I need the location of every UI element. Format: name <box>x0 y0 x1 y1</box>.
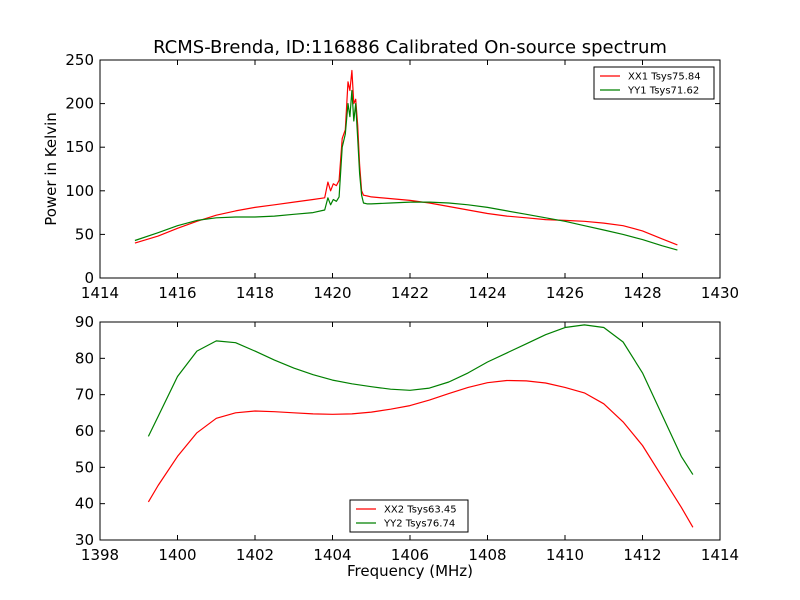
x-tick-label: 1426 <box>546 284 584 302</box>
legend-label-1: XX2 Tsys63.45 <box>384 505 457 516</box>
x-tick-label: 1400 <box>158 546 196 564</box>
series-line-2 <box>147 324 694 475</box>
x-tick-label: 1430 <box>701 284 739 302</box>
legend-label-2: YY1 Tsys71.62 <box>627 86 699 97</box>
legend-box <box>593 66 715 100</box>
y-tick-label: 250 <box>65 51 94 69</box>
series-line-1 <box>134 69 678 246</box>
y-tick-label: 90 <box>75 313 94 331</box>
x-tick-label: 1412 <box>623 546 661 564</box>
y-tick-label: 50 <box>75 225 94 243</box>
series-line-1 <box>147 379 694 528</box>
y-tick-label: 30 <box>75 531 94 549</box>
x-tick-label: 1408 <box>468 546 506 564</box>
legend-label-2: YY2 Tsys76.74 <box>383 519 455 530</box>
x-tick-label: 1414 <box>81 284 119 302</box>
top-plot-ylabel: Power in Kelvin <box>42 112 60 226</box>
bottom-plot-xlabel: Frequency (MHz) <box>347 562 473 580</box>
x-tick-label: 1428 <box>623 284 661 302</box>
x-tick-label: 1418 <box>236 284 274 302</box>
x-tick-label: 1404 <box>313 546 351 564</box>
y-tick-label: 100 <box>65 182 94 200</box>
y-tick-label: 50 <box>75 458 94 476</box>
chart-title: RCMS-Brenda, ID:116886 Calibrated On-sou… <box>153 37 667 58</box>
y-tick-label: 70 <box>75 386 94 404</box>
x-tick-label: 1424 <box>468 284 506 302</box>
y-tick-label: 150 <box>65 138 94 156</box>
x-tick-label: 1422 <box>391 284 429 302</box>
y-tick-label: 80 <box>75 349 94 367</box>
legend-label-1: XX1 Tsys75.84 <box>628 72 701 83</box>
legend-box <box>349 499 469 533</box>
y-tick-label: 40 <box>75 495 94 513</box>
x-tick-label: 1398 <box>81 546 119 564</box>
y-tick-label: 0 <box>84 269 94 287</box>
x-tick-label: 1406 <box>391 546 429 564</box>
x-tick-label: 1416 <box>158 284 196 302</box>
x-tick-label: 1410 <box>546 546 584 564</box>
series-line-2 <box>134 89 678 251</box>
bottom-plot: 1398 1400 1402 1404 1406 1408 1410 1412 1414 30 40… <box>75 313 739 564</box>
x-tick-label: 1414 <box>701 546 739 564</box>
y-tick-label: 200 <box>65 95 94 113</box>
y-tick-label: 60 <box>75 422 94 440</box>
x-tick-label: 1420 <box>313 284 351 302</box>
top-plot: 1414 1416 1418 1420 1422 1424 1426 1428 1430 0 50 1… <box>65 51 739 302</box>
x-tick-label: 1402 <box>236 546 274 564</box>
